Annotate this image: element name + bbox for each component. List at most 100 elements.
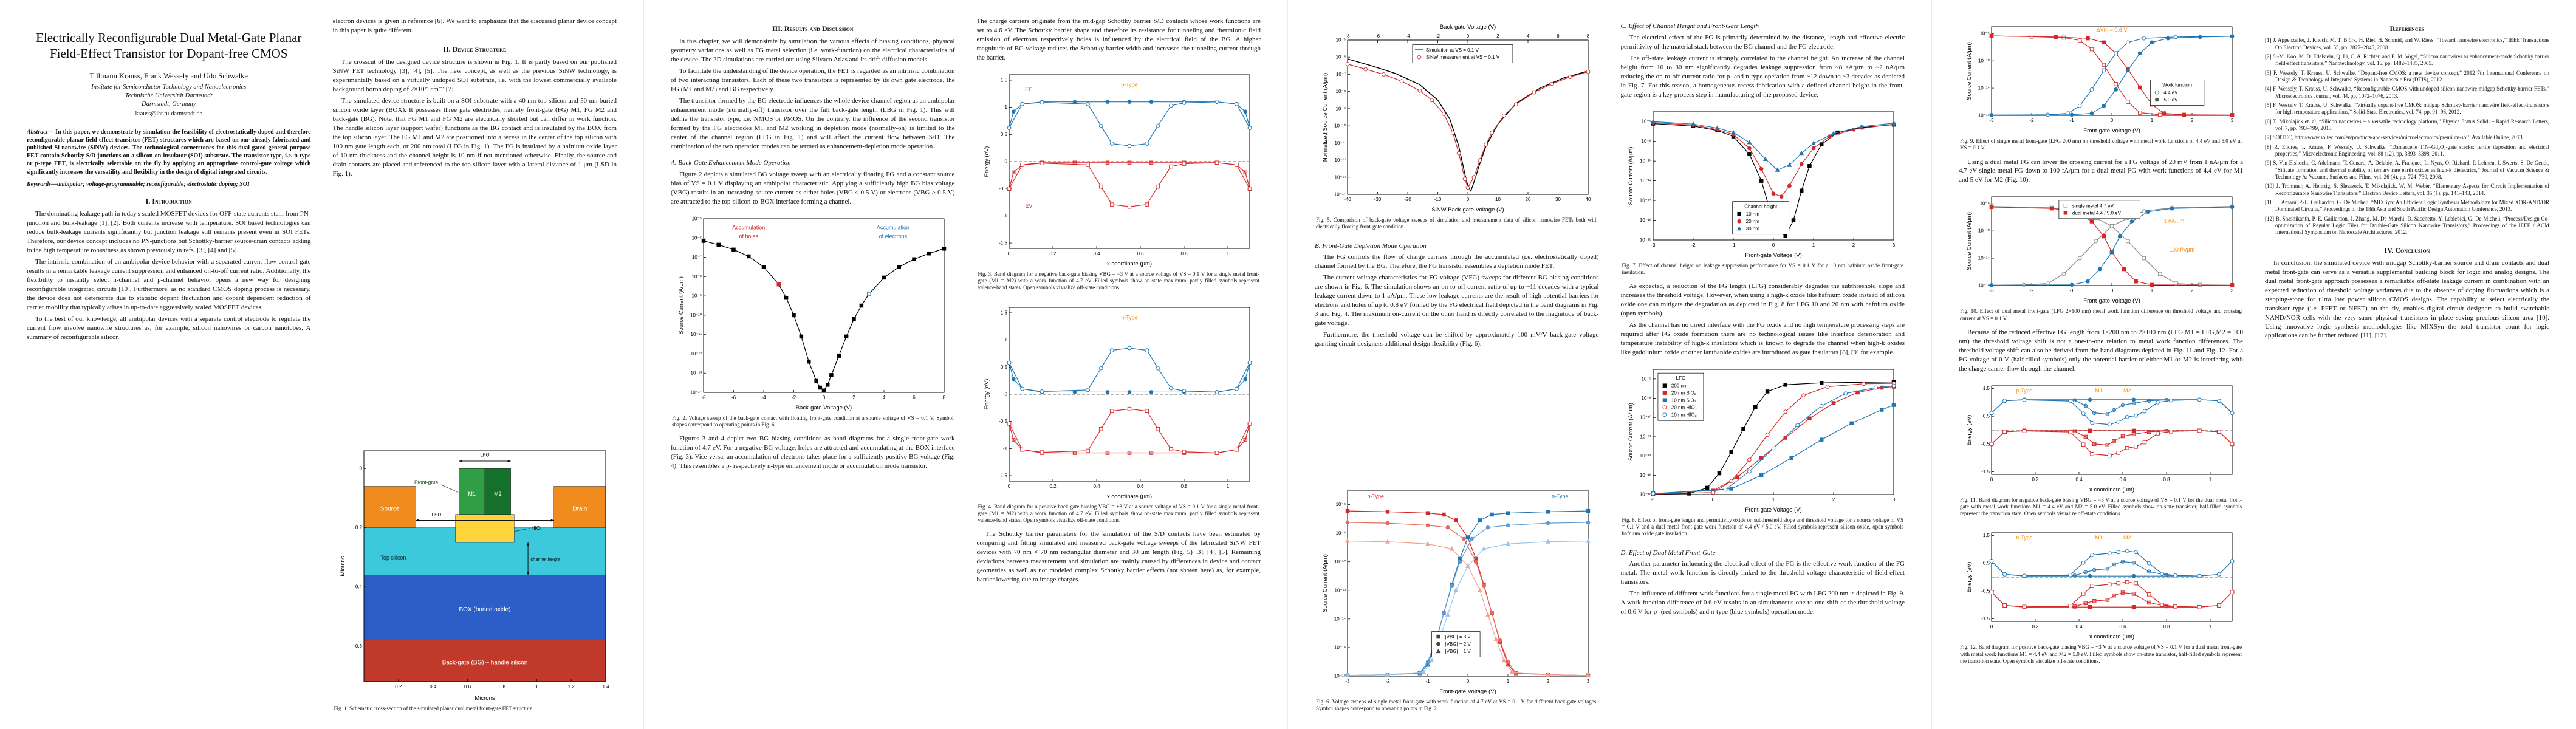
svg-text:1: 1 (1005, 104, 1008, 110)
svg-text:0.6: 0.6 (2119, 477, 2126, 482)
svg-text:0: 0 (1467, 679, 1470, 684)
svg-text:20 nm: 20 nm (1746, 219, 1760, 224)
svg-text:10⁻¹¹: 10⁻¹¹ (690, 332, 702, 337)
svg-text:-2: -2 (1436, 33, 1440, 39)
svg-text:10⁻¹⁰: 10⁻¹⁰ (1978, 58, 1990, 64)
keywords: Keywords—ambipolar; voltage-programmable… (27, 180, 311, 188)
svg-text:3: 3 (2231, 288, 2234, 293)
svg-text:M2: M2 (2123, 535, 2131, 541)
svg-text:0.5: 0.5 (1983, 413, 1990, 419)
svg-text:10⁻¹⁶: 10⁻¹⁶ (1334, 645, 1346, 650)
paragraph: The charge carriers originate from the m… (976, 18, 1261, 61)
svg-text:0: 0 (1005, 159, 1008, 164)
svg-text:10⁻¹²: 10⁻¹² (1334, 157, 1346, 163)
paragraph: The influence of different work function… (1620, 590, 1905, 616)
fig4-chart: 0 0.2 0.4 0.6 0.8 1 -1.5 -1 -0.5 0 0.5 1 1.5 x coordi… (984, 307, 1252, 500)
paragraph: In conclusion, the simulated device with… (2265, 259, 2549, 340)
fig3-chart: 0 0.2 0.4 0.6 0.8 1 -1.5 -1 -0.5 0 0.5 1 1.5 x coordi… (984, 74, 1252, 267)
reference-item: [5] F. Wessely, T. Krauss, U. Schwalke, … (2265, 101, 2549, 115)
svg-text:-3: -3 (1989, 118, 1994, 123)
paragraph: Another parameter influencing the electr… (1620, 560, 1905, 586)
svg-text:dual metal 4.4 / 5.0 eV: dual metal 4.4 / 5.0 eV (2072, 211, 2122, 216)
svg-text:1: 1 (535, 684, 538, 690)
svg-text:-0.5: -0.5 (1981, 589, 1990, 594)
svg-text:0: 0 (823, 395, 826, 400)
svg-text:10⁻⁵: 10⁻⁵ (1335, 38, 1345, 43)
svg-text:Source Current (A/μm): Source Current (A/μm) (1966, 212, 1973, 270)
svg-text:1: 1 (2151, 118, 2154, 123)
svg-text:0.4: 0.4 (430, 684, 437, 690)
fig3-caption: Fig. 3. Band diagram for a negative back… (978, 270, 1260, 291)
svg-text:10⁻¹⁰: 10⁻¹⁰ (1334, 559, 1346, 564)
svg-text:30 nm: 30 nm (1746, 226, 1760, 231)
page-1: Electrically Reconfigurable Dual Metal-G… (0, 0, 644, 729)
fig1-device-schematic: LSD LFG channel height Source Drain M1 M2 Front… (340, 450, 610, 702)
svg-text:1 nA/μm: 1 nA/μm (2163, 218, 2184, 224)
svg-text:-2: -2 (2029, 118, 2034, 123)
svg-text:Front-gate Voltage (V): Front-gate Voltage (V) (1745, 252, 1802, 259)
paragraph: The Schottky barrier parameters for the … (976, 530, 1261, 584)
svg-text:0.5: 0.5 (1983, 561, 1990, 566)
svg-text:0: 0 (360, 465, 363, 471)
figure-5: -40 -30 -20 -10 0 10 20 30 40 10⁻¹⁴ 10⁻¹³ 10⁻¹² 10⁻¹… (1315, 21, 1599, 236)
svg-text:-4: -4 (1405, 33, 1410, 39)
svg-text:40: 40 (1585, 197, 1591, 202)
column-3: III. Results and Discussion In this chap… (671, 17, 955, 718)
section-heading-results: III. Results and Discussion (772, 24, 854, 33)
fig9-caption: Fig. 9. Effect of single metal front-gat… (1960, 138, 2242, 151)
svg-text:Energy (eV): Energy (eV) (984, 146, 990, 177)
svg-text:10⁻⁸: 10⁻⁸ (1642, 395, 1652, 401)
svg-text:1.4: 1.4 (603, 684, 610, 690)
paragraph: To facilitate the understanding of the d… (671, 67, 955, 94)
paragraph: As the channel has no direct interface w… (1620, 321, 1905, 356)
svg-text:3: 3 (2231, 118, 2234, 123)
svg-text:Front-gate Voltage (V): Front-gate Voltage (V) (2083, 128, 2140, 134)
column-2: electron devices is given in reference [… (333, 17, 617, 718)
reference-item: [6] T. Mikolajick et. al, “Silicon nanow… (2265, 118, 2549, 131)
svg-text:M2: M2 (2123, 388, 2131, 394)
figure-10: -3 -2 -1 0 1 2 3 10⁻¹⁸ 10⁻¹⁴ 10⁻¹⁰ 10⁻⁶ Front-gate … (1959, 191, 2243, 327)
fig9-chart: -3 -2 -1 0 1 2 3 10⁻¹⁸ 10⁻¹⁴ 10⁻¹⁰ 10⁻⁶ Front-gate … (1966, 26, 2235, 134)
svg-text:0.6: 0.6 (1137, 484, 1145, 489)
svg-text:-8: -8 (1345, 33, 1350, 39)
svg-text:2: 2 (1547, 679, 1550, 684)
svg-text:3: 3 (1893, 497, 1896, 502)
svg-text:0: 0 (1008, 484, 1011, 489)
svg-text:100 fA/μm: 100 fA/μm (2170, 247, 2194, 253)
svg-text:0.6: 0.6 (1137, 251, 1145, 256)
svg-text:-4: -4 (761, 395, 766, 400)
svg-text:0.8: 0.8 (2163, 477, 2170, 482)
fig1-caption: Fig. 1. Schematic cross-section of the s… (334, 705, 534, 711)
svg-text:1.5: 1.5 (1001, 310, 1008, 315)
svg-text:1.2: 1.2 (568, 684, 575, 690)
svg-text:Front-gate Voltage (V): Front-gate Voltage (V) (1745, 507, 1802, 513)
svg-text:Energy (eV): Energy (eV) (1966, 414, 1973, 445)
svg-text:-1: -1 (1425, 679, 1430, 684)
svg-text:Top silicon: Top silicon (381, 555, 406, 561)
svg-text:0: 0 (1467, 33, 1470, 39)
page-2: III. Results and Discussion In this chap… (644, 0, 1288, 729)
svg-text:0.6: 0.6 (2119, 624, 2126, 629)
svg-text:10⁻¹⁴: 10⁻¹⁴ (1334, 192, 1346, 197)
svg-text:-1: -1 (1003, 445, 1008, 451)
figure-8: -1 0 1 2 3 10⁻¹⁸ 10⁻¹⁶ 10⁻¹⁴ 10⁻¹² 10⁻¹⁰ 10⁻⁸ 10⁻⁶ F… (1621, 363, 1905, 542)
svg-text:EC: EC (1025, 86, 1033, 92)
svg-text:10⁻¹⁶: 10⁻¹⁶ (1640, 473, 1651, 478)
svg-text:x coordinate (μm): x coordinate (μm) (1107, 261, 1152, 267)
paragraph: electron devices is given in reference [… (332, 18, 617, 34)
reference-item: [11] L. Amarù, P.-E. Gaillardon, G. De M… (2265, 199, 2549, 213)
svg-text:10⁻⁹: 10⁻⁹ (1335, 106, 1346, 111)
svg-text:Front-gate Voltage (V): Front-gate Voltage (V) (2083, 298, 2140, 304)
svg-text:-8: -8 (701, 395, 706, 400)
svg-text:10⁻¹⁰: 10⁻¹⁰ (1978, 228, 1990, 234)
paragraph: Furthermore, the threshold voltage can b… (1315, 331, 1599, 348)
fig2-caption: Fig. 2. Voltage sweep of the back-gate c… (672, 414, 954, 428)
svg-text:-2: -2 (792, 395, 796, 400)
svg-text:10⁻⁶: 10⁻⁶ (1335, 502, 1345, 507)
paragraph: Figures 3 and 4 depict two BG biasing co… (671, 435, 955, 470)
svg-text:10⁻⁸: 10⁻⁸ (691, 273, 702, 279)
svg-text:10⁻¹⁸: 10⁻¹⁸ (1978, 283, 1990, 289)
svg-text:2: 2 (2191, 118, 2194, 123)
svg-text:ΔVth = 0.6 V: ΔVth = 0.6 V (2097, 27, 2128, 33)
svg-text:3: 3 (1587, 679, 1590, 684)
